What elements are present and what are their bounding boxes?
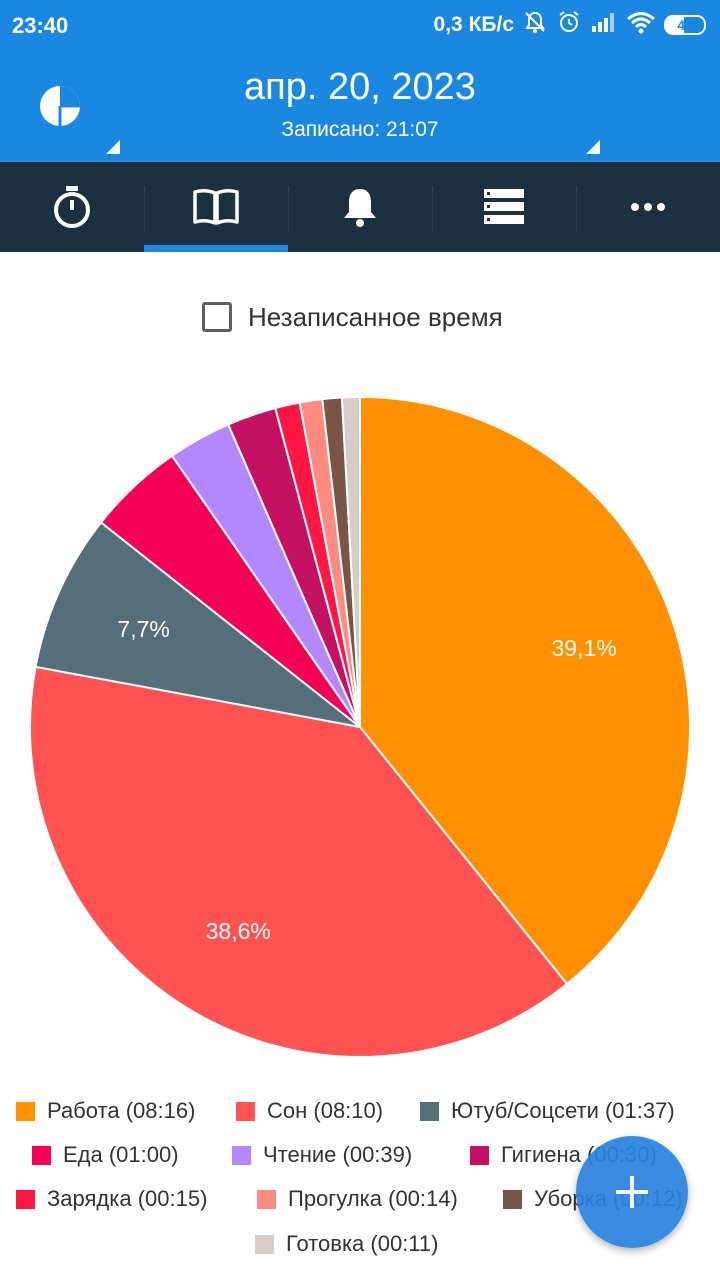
legend-swatch [232,1145,251,1165]
bell-icon [344,189,376,227]
pie-slice-9[interactable] [340,395,361,728]
legend-item-3: Еда (01:00) [32,1142,179,1168]
battery-icon: 47 [664,15,706,35]
legend-item-9: Готовка (00:11) [255,1231,438,1257]
book-icon [193,188,239,225]
pie-label-1: 38,6% [206,918,271,944]
pie-label-2: 7,7% [117,616,169,642]
status-icons: 0,3 КБ/с 47 [434,10,706,40]
app-header: апр. 20, 2023 Записано: 21:07 [0,50,720,162]
tab-list[interactable] [432,162,576,252]
list-icon [484,189,524,224]
tab-log[interactable] [144,162,288,252]
legend-item-2: Ютуб/Соцсети (01:37) [420,1098,675,1124]
legend-swatch [32,1145,51,1165]
selected-date[interactable]: апр. 20, 2023 [244,66,476,108]
legend-swatch [236,1101,255,1121]
status-bar: 23:40 0,3 КБ/с 47 [0,0,720,50]
pie-chart-logo-icon[interactable] [38,84,82,128]
network-speed: 0,3 КБ/с [433,13,514,36]
status-time: 23:40 [12,13,69,38]
legend-item-4: Чтение (00:39) [232,1142,412,1168]
unrecorded-time-label: Незаписанное время [248,301,503,332]
plus-icon [616,1176,648,1208]
legend-label: Работа (08:16) [47,1098,196,1123]
unrecorded-time-checkbox[interactable] [202,302,232,332]
legend-label: Еда (01:00) [63,1142,179,1167]
pie-slice-1[interactable] [29,665,569,1058]
chart-legend: Работа (08:16) Сон (08:10) Ютуб/Соцсети (0… [0,1090,720,1270]
legend-swatch [420,1101,439,1121]
legend-label: Сон (08:10) [267,1098,384,1123]
legend-label: Ютуб/Соцсети (01:37) [451,1098,675,1123]
legend-swatch [16,1101,35,1121]
pie-slice-0[interactable] [359,395,691,986]
legend-item-0: Работа (08:16) [16,1098,195,1124]
wifi-icon [626,10,656,40]
muted-alarm-icon [522,9,548,41]
more-icon [631,203,665,211]
legend-swatch [503,1189,522,1209]
activity-pie-chart[interactable]: 39,1% 38,6% 7,7% [0,380,720,1080]
legend-swatch [257,1189,276,1209]
legend-swatch [16,1189,35,1209]
alarm-clock-icon [556,9,582,41]
legend-label: Чтение (00:39) [263,1142,413,1167]
legend-swatch [470,1145,489,1165]
add-entry-button[interactable] [576,1136,688,1248]
legend-item-6: Зарядка (00:15) [16,1186,207,1212]
legend-label: Зарядка (00:15) [47,1186,208,1211]
recorded-time: Записано: 21:07 [281,118,439,141]
pie-label-0: 39,1% [551,635,616,661]
pie-slice-2[interactable] [34,521,361,728]
stopwatch-icon [54,186,90,228]
tab-stopwatch[interactable] [0,162,144,252]
tab-reminders[interactable] [288,162,432,252]
legend-swatch [255,1234,274,1254]
battery-level: 47 [677,17,693,33]
signal-icon [590,10,618,40]
tab-bar [0,162,720,252]
legend-item-7: Прогулка (00:14) [257,1186,458,1212]
date-dropdown-indicator [586,140,600,154]
legend-label: Готовка (00:11) [286,1231,439,1256]
tab-more[interactable] [576,162,720,252]
legend-label: Прогулка (00:14) [288,1186,458,1211]
unrecorded-time-toggle[interactable]: Незаписанное время [202,298,503,336]
logo-dropdown-indicator [106,140,120,154]
legend-item-1: Сон (08:10) [236,1098,383,1124]
